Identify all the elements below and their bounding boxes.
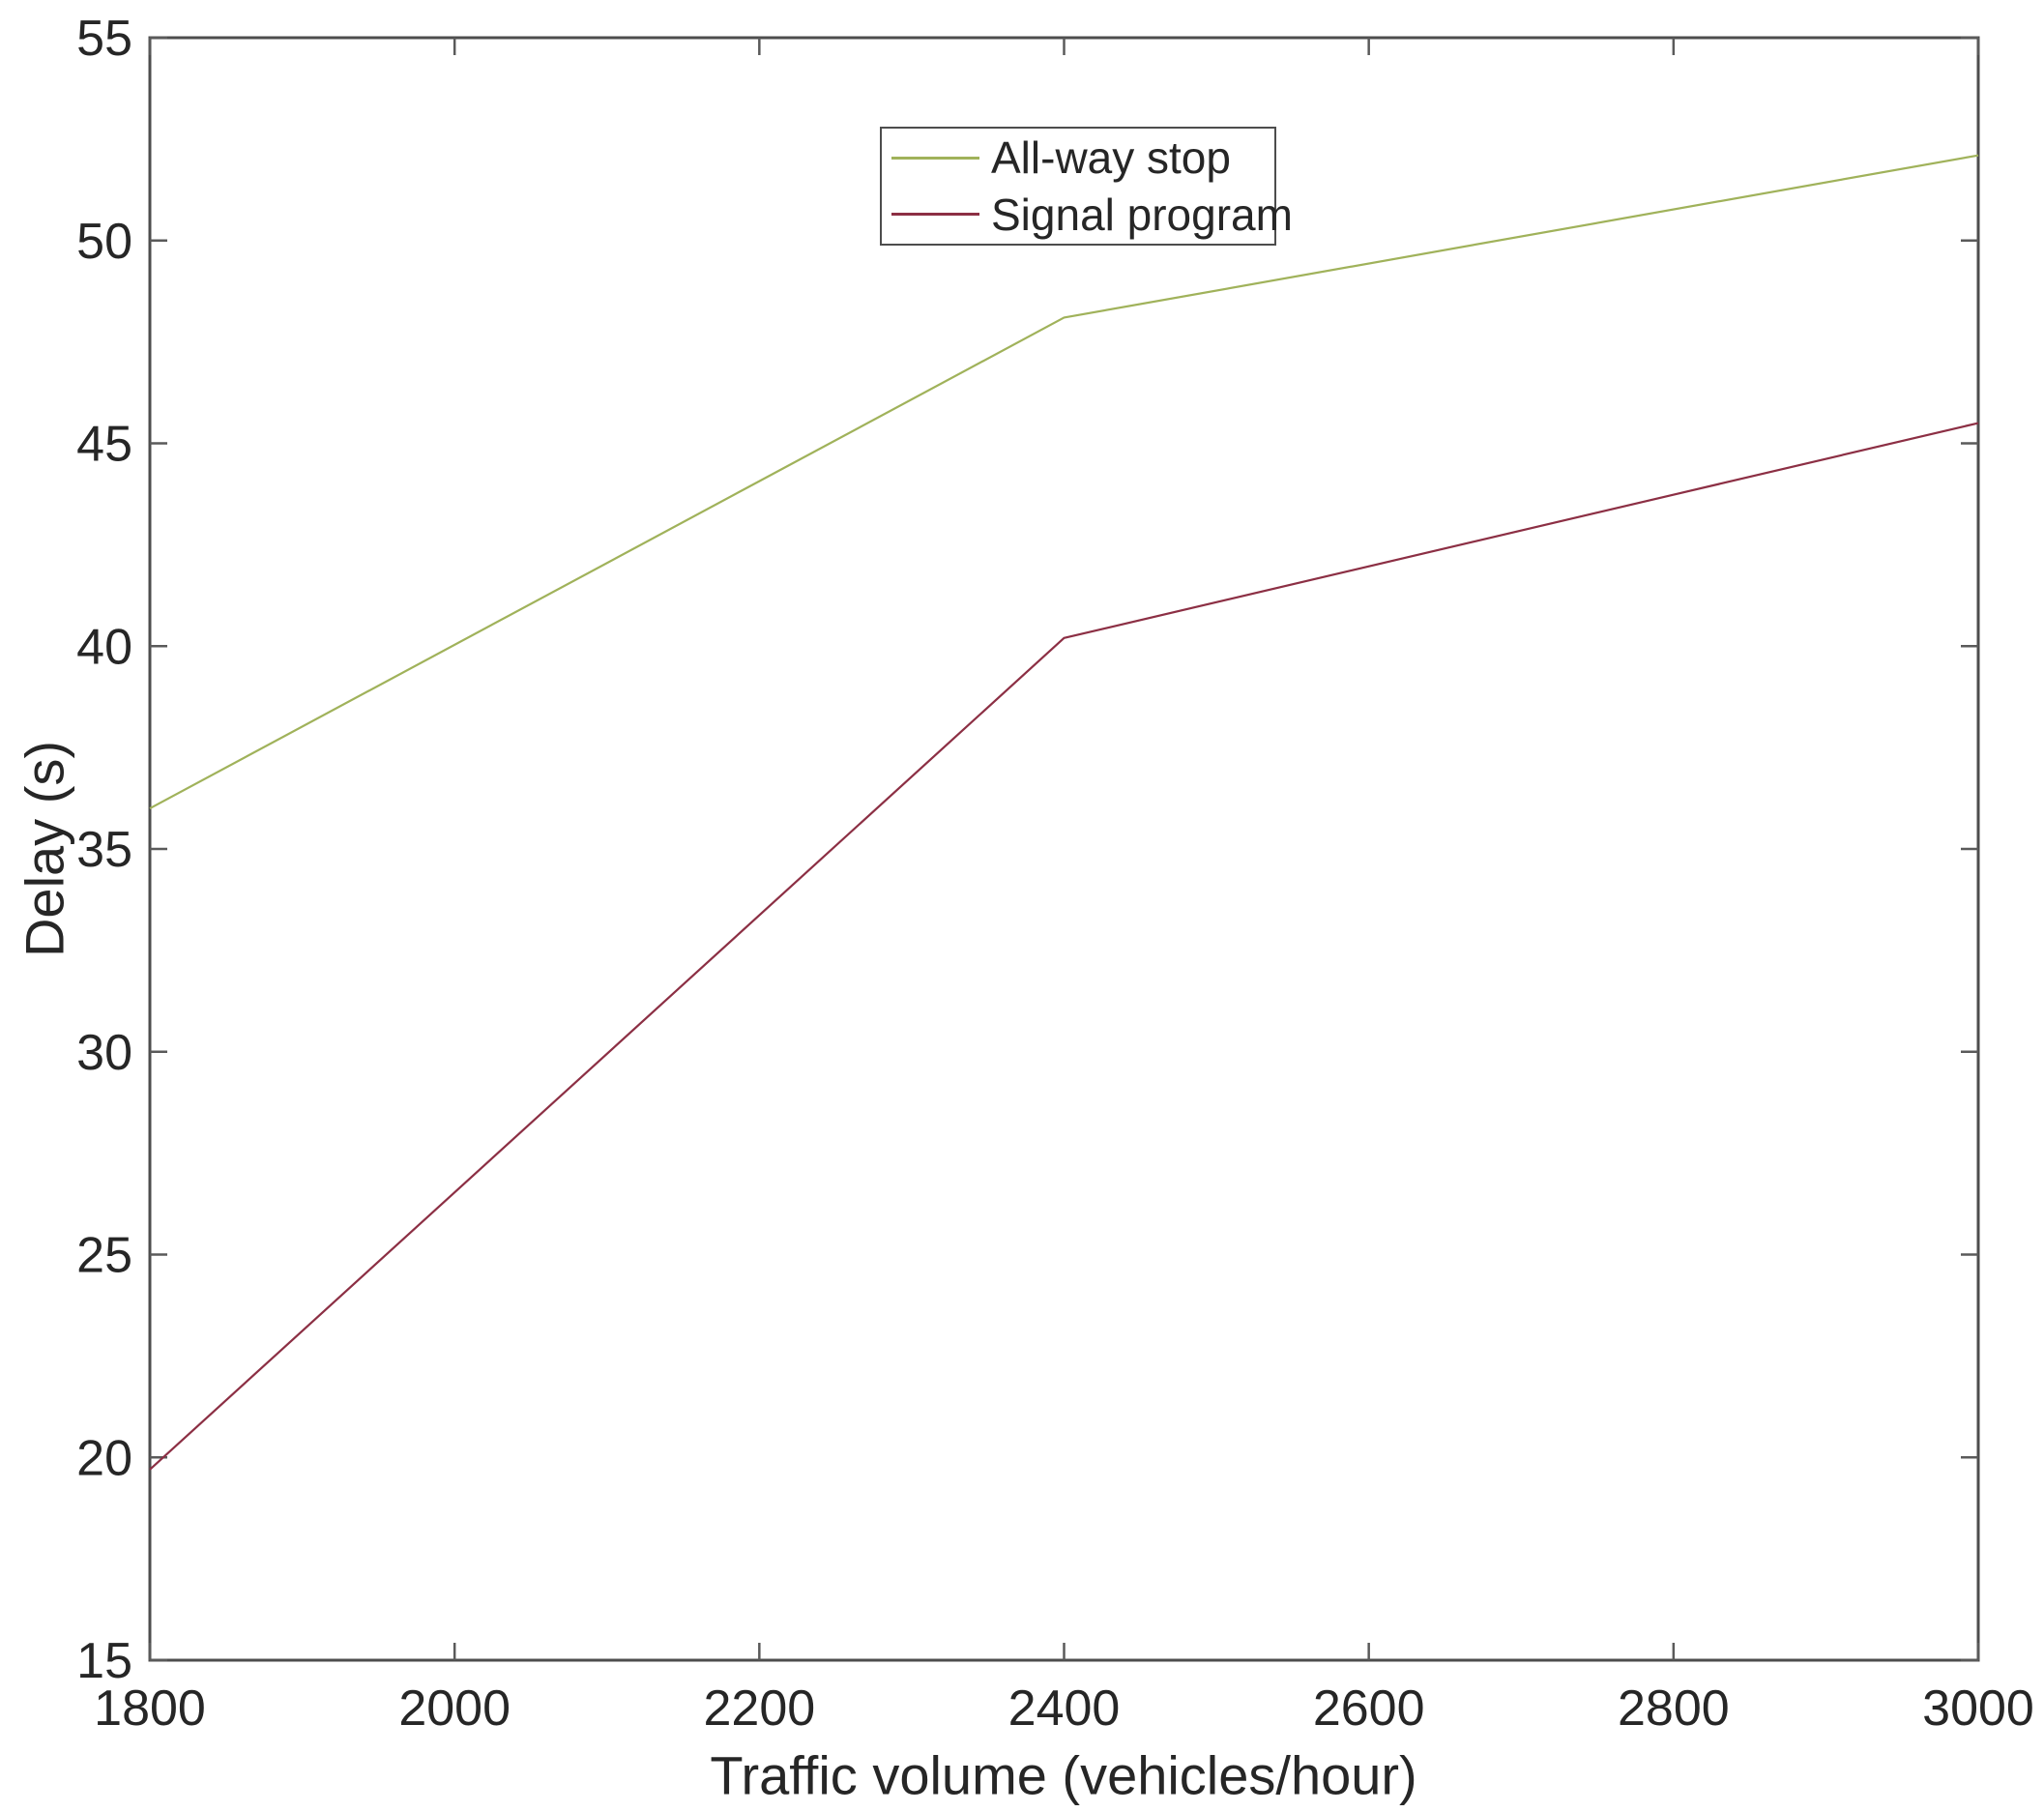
y-tick-label: 25 bbox=[76, 1228, 132, 1284]
y-tick-label: 45 bbox=[76, 417, 132, 473]
legend-label-signal-program: Signal program bbox=[991, 189, 1293, 240]
legend: All-way stop Signal program bbox=[880, 127, 1293, 246]
legend-item-all-way-stop: All-way stop bbox=[882, 131, 1274, 185]
x-tick-label: 2200 bbox=[703, 1680, 815, 1737]
legend-label-all-way-stop: All-way stop bbox=[991, 132, 1231, 184]
signal-program-line-swatch bbox=[891, 213, 979, 217]
x-tick-label: 3000 bbox=[1922, 1680, 2034, 1737]
y-axis-label: Delay (s) bbox=[14, 740, 75, 958]
x-tick-label: 2800 bbox=[1618, 1680, 1730, 1737]
axes-box bbox=[148, 36, 1980, 1662]
series-line-signal-program bbox=[149, 422, 1979, 1471]
y-tick-label: 50 bbox=[76, 214, 132, 270]
y-tick-label: 20 bbox=[76, 1430, 132, 1486]
x-tick-label: 2400 bbox=[1008, 1680, 1121, 1737]
y-tick-label: 15 bbox=[76, 1633, 132, 1689]
y-tick-label: 30 bbox=[76, 1025, 132, 1081]
y-tick-label: 40 bbox=[76, 619, 132, 675]
x-tick-label: 1800 bbox=[94, 1680, 206, 1737]
all-way-stop-line-swatch bbox=[891, 156, 979, 160]
y-tick-label: 35 bbox=[76, 822, 132, 878]
y-tick-label: 55 bbox=[76, 11, 132, 67]
legend-item-signal-program: Signal program bbox=[882, 188, 1293, 242]
x-axis-label: Traffic volume (vehicles/hour) bbox=[710, 1744, 1417, 1806]
x-tick-label: 2000 bbox=[398, 1680, 511, 1737]
x-tick-label: 2600 bbox=[1313, 1680, 1425, 1737]
series-line-all-way-stop bbox=[149, 154, 1979, 810]
